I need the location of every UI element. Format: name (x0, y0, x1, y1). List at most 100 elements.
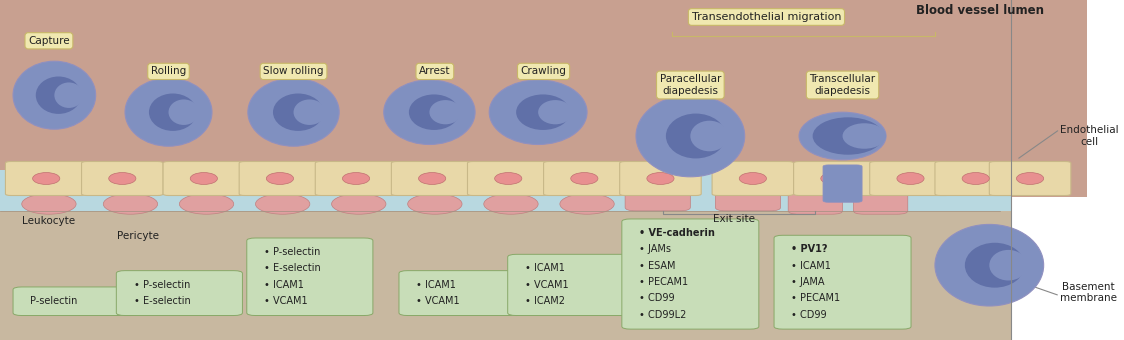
Text: • E-selectin: • E-selectin (134, 296, 190, 306)
Ellipse shape (560, 194, 614, 214)
Ellipse shape (332, 194, 386, 214)
FancyBboxPatch shape (989, 162, 1071, 196)
FancyBboxPatch shape (0, 170, 1012, 211)
Ellipse shape (109, 173, 136, 184)
FancyBboxPatch shape (399, 271, 525, 316)
Text: • CD99: • CD99 (791, 310, 827, 320)
Text: Paracellular
diapedesis: Paracellular diapedesis (660, 74, 720, 96)
Ellipse shape (636, 95, 745, 177)
Ellipse shape (409, 95, 459, 130)
FancyBboxPatch shape (13, 287, 139, 316)
FancyBboxPatch shape (794, 162, 876, 196)
Ellipse shape (149, 94, 197, 131)
Ellipse shape (821, 173, 847, 184)
Text: Arrest: Arrest (419, 66, 451, 76)
Ellipse shape (897, 173, 924, 184)
Text: Crawling: Crawling (520, 66, 566, 76)
Ellipse shape (429, 100, 461, 124)
FancyBboxPatch shape (247, 238, 373, 316)
Text: • P-selectin: • P-selectin (134, 280, 190, 290)
Ellipse shape (843, 123, 886, 149)
Ellipse shape (495, 173, 522, 184)
Text: • P-selectin: • P-selectin (264, 247, 320, 257)
FancyBboxPatch shape (0, 0, 1087, 197)
FancyBboxPatch shape (163, 162, 245, 196)
Ellipse shape (266, 173, 293, 184)
FancyBboxPatch shape (0, 197, 1012, 340)
Text: • VCAM1: • VCAM1 (264, 296, 308, 306)
Text: • PECAM1: • PECAM1 (640, 277, 688, 287)
Text: • PECAM1: • PECAM1 (791, 293, 841, 303)
Ellipse shape (964, 243, 1025, 288)
FancyBboxPatch shape (619, 162, 701, 196)
Ellipse shape (103, 194, 157, 214)
Ellipse shape (248, 78, 339, 146)
Ellipse shape (408, 194, 462, 214)
FancyBboxPatch shape (544, 162, 625, 196)
FancyBboxPatch shape (715, 180, 780, 211)
Text: • ICAM1: • ICAM1 (525, 264, 565, 273)
Ellipse shape (665, 114, 726, 158)
Ellipse shape (190, 173, 217, 184)
Text: Transendothelial migration: Transendothelial migration (691, 12, 841, 22)
Ellipse shape (989, 250, 1027, 280)
Ellipse shape (962, 173, 989, 184)
Ellipse shape (740, 173, 767, 184)
FancyBboxPatch shape (508, 254, 634, 316)
Text: • ICAM1: • ICAM1 (791, 261, 832, 271)
Ellipse shape (13, 61, 96, 129)
Text: Rolling: Rolling (151, 66, 187, 76)
Ellipse shape (935, 224, 1044, 306)
Text: Capture: Capture (28, 36, 70, 46)
FancyBboxPatch shape (870, 162, 951, 196)
Ellipse shape (21, 194, 76, 214)
Ellipse shape (799, 112, 886, 160)
Text: • VCAM1: • VCAM1 (525, 280, 569, 290)
Text: Pericyte: Pericyte (117, 231, 160, 241)
Ellipse shape (180, 194, 234, 214)
FancyBboxPatch shape (239, 162, 320, 196)
Ellipse shape (36, 76, 81, 114)
Ellipse shape (516, 95, 570, 130)
Ellipse shape (813, 117, 883, 155)
Ellipse shape (273, 94, 324, 131)
Ellipse shape (125, 78, 212, 146)
Ellipse shape (1016, 173, 1044, 184)
FancyBboxPatch shape (774, 235, 912, 329)
FancyBboxPatch shape (468, 162, 549, 196)
FancyBboxPatch shape (853, 185, 908, 214)
Text: • ESAM: • ESAM (640, 261, 676, 271)
Ellipse shape (383, 80, 475, 144)
Text: Exit site: Exit site (713, 214, 755, 224)
FancyBboxPatch shape (935, 162, 1016, 196)
Text: • ICAM1: • ICAM1 (416, 280, 456, 290)
Text: Endothelial
cell: Endothelial cell (1060, 125, 1118, 147)
Ellipse shape (54, 82, 83, 108)
Text: • ICAM1: • ICAM1 (264, 280, 305, 290)
Ellipse shape (483, 194, 538, 214)
FancyBboxPatch shape (82, 162, 163, 196)
Text: • JAMA: • JAMA (791, 277, 825, 287)
Text: Slow rolling: Slow rolling (263, 66, 324, 76)
FancyBboxPatch shape (116, 271, 243, 316)
Ellipse shape (646, 173, 674, 184)
FancyBboxPatch shape (315, 162, 397, 196)
Text: • VCAM1: • VCAM1 (416, 296, 460, 306)
Ellipse shape (418, 173, 446, 184)
Text: • CD99L2: • CD99L2 (640, 310, 687, 320)
Ellipse shape (489, 80, 587, 144)
Text: • ICAM2: • ICAM2 (525, 296, 565, 306)
Text: Transcellular
diapedesis: Transcellular diapedesis (809, 74, 876, 96)
Ellipse shape (33, 173, 60, 184)
Text: Leukocyte: Leukocyte (22, 216, 75, 226)
FancyBboxPatch shape (391, 162, 473, 196)
Text: P-selectin: P-selectin (30, 296, 78, 306)
Ellipse shape (293, 99, 326, 125)
Ellipse shape (343, 173, 370, 184)
Ellipse shape (571, 173, 598, 184)
Ellipse shape (255, 194, 310, 214)
FancyBboxPatch shape (713, 162, 794, 196)
Ellipse shape (690, 121, 728, 151)
Text: Basement
membrane: Basement membrane (1060, 282, 1117, 303)
FancyBboxPatch shape (6, 162, 87, 196)
